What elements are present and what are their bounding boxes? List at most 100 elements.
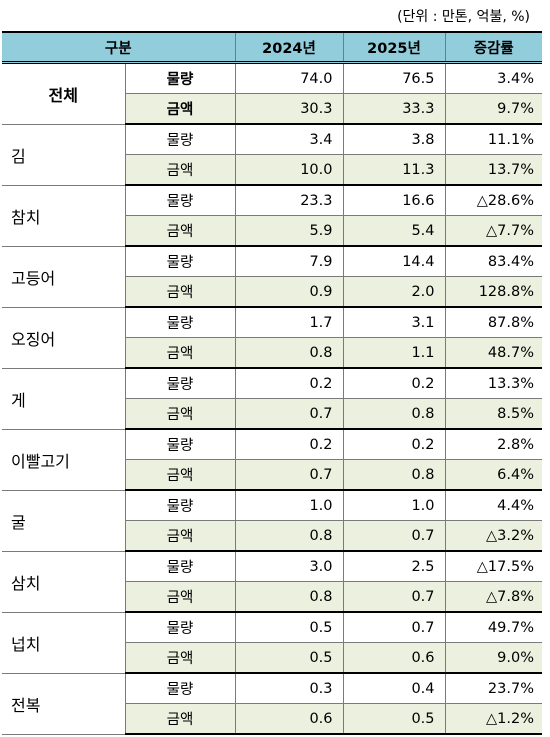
metric-label: 물량: [124, 245, 236, 277]
header-category: 구분: [2, 31, 236, 64]
table-row: 김 물량 3.4 3.8 11.1%: [2, 123, 542, 186]
header-2024: 2024년: [234, 31, 344, 64]
change-rate: 2.8%: [444, 428, 542, 460]
value-2025: 5.4: [342, 215, 446, 247]
metric-label: 금액: [125, 337, 236, 369]
table-row: 금액 0.9 2.0 128.8%: [2, 276, 542, 308]
value-2024: 7.9: [234, 245, 344, 277]
metric-label: 물량: [124, 550, 236, 582]
value-2025: 1.0: [342, 489, 446, 521]
metric-label: 금액: [125, 520, 236, 552]
category-name: 김: [2, 123, 126, 186]
metric-label: 물량: [124, 62, 236, 94]
change-rate: 9.0%: [444, 642, 542, 674]
table-row: 오징어 물량 1.7 3.1 87.8%: [2, 306, 542, 369]
value-2024: 1.7: [234, 306, 344, 338]
category-name: 이빨고기: [2, 428, 126, 491]
table-row: 이빨고기 물량 0.2 0.2 2.8%: [2, 428, 542, 491]
value-2024: 0.9: [234, 276, 344, 308]
value-2024: 0.7: [234, 459, 344, 491]
value-2025: 76.5: [342, 62, 446, 94]
value-2025: 0.2: [342, 367, 446, 399]
value-2025: 0.6: [342, 642, 446, 674]
change-rate: △1.2%: [444, 703, 542, 735]
value-2024: 0.2: [234, 367, 344, 399]
value-2024: 30.3: [234, 93, 344, 125]
table-row: 전복 물량 0.3 0.4 23.7%: [2, 672, 542, 735]
table-row: 전체 물량 74.0 76.5 3.4%: [2, 62, 542, 125]
metric-label: 물량: [124, 428, 236, 460]
table-row: 금액 0.8 0.7 △3.2%: [2, 520, 542, 552]
metric-label: 금액: [125, 581, 236, 613]
table-row: 넙치 물량 0.5 0.7 49.7%: [2, 611, 542, 674]
table-row: 금액 30.3 33.3 9.7%: [2, 93, 542, 125]
change-rate: 11.1%: [444, 123, 542, 155]
metric-label: 금액: [125, 154, 236, 186]
change-rate: 23.7%: [444, 672, 542, 704]
table-row: 굴 물량 1.0 1.0 4.4%: [2, 489, 542, 552]
table-row: 금액 10.0 11.3 13.7%: [2, 154, 542, 186]
header-change: 증감률: [444, 31, 542, 64]
metric-label: 물량: [124, 367, 236, 399]
category-name: 전체: [2, 62, 126, 125]
value-2024: 1.0: [234, 489, 344, 521]
table-row: 금액 5.9 5.4 △7.7%: [2, 215, 542, 247]
value-2025: 0.8: [342, 459, 446, 491]
category-name: 게: [2, 367, 126, 430]
value-2024: 74.0: [234, 62, 344, 94]
change-rate: 87.8%: [444, 306, 542, 338]
value-2024: 3.0: [234, 550, 344, 582]
value-2024: 0.5: [234, 642, 344, 674]
table-row: 금액 0.6 0.5 △1.2%: [2, 703, 542, 735]
value-2025: 16.6: [342, 184, 446, 216]
category-name: 참치: [2, 184, 126, 247]
value-2024: 10.0: [234, 154, 344, 186]
value-2025: 14.4: [342, 245, 446, 277]
table-row: 금액 0.8 1.1 48.7%: [2, 337, 542, 369]
change-rate: 3.4%: [444, 62, 542, 94]
category-name: 고등어: [2, 245, 126, 308]
metric-label: 금액: [125, 398, 236, 430]
value-2024: 0.2: [234, 428, 344, 460]
metric-label: 물량: [124, 306, 236, 338]
value-2024: 3.4: [234, 123, 344, 155]
value-2024: 23.3: [234, 184, 344, 216]
metric-label: 금액: [125, 642, 236, 674]
value-2025: 3.1: [342, 306, 446, 338]
value-2025: 0.4: [342, 672, 446, 704]
value-2025: 0.7: [342, 581, 446, 613]
change-rate: 8.5%: [444, 398, 542, 430]
value-2025: 0.8: [342, 398, 446, 430]
metric-label: 금액: [125, 215, 236, 247]
value-2025: 1.1: [342, 337, 446, 369]
change-rate: △17.5%: [444, 550, 542, 582]
value-2024: 5.9: [234, 215, 344, 247]
change-rate: 9.7%: [444, 93, 542, 125]
value-2024: 0.8: [234, 337, 344, 369]
metric-label: 금액: [125, 459, 236, 491]
category-name: 굴: [2, 489, 126, 552]
metric-label: 물량: [124, 672, 236, 704]
category-name: 넙치: [2, 611, 126, 674]
value-2025: 0.5: [342, 703, 446, 735]
value-2024: 0.6: [234, 703, 344, 735]
table-row: 참치 물량 23.3 16.6 △28.6%: [2, 184, 542, 247]
metric-label: 물량: [124, 489, 236, 521]
value-2025: 2.0: [342, 276, 446, 308]
table-row: 고등어 물량 7.9 14.4 83.4%: [2, 245, 542, 308]
metric-label: 금액: [125, 93, 236, 125]
change-rate: △7.8%: [444, 581, 542, 613]
value-2025: 0.2: [342, 428, 446, 460]
export-statistics-table: 구분 2024년 2025년 증감률 전체 물량 74.0 76.5 3.4% 금액 30.…: [2, 31, 542, 735]
change-rate: 83.4%: [444, 245, 542, 277]
value-2025: 33.3: [342, 93, 446, 125]
value-2025: 0.7: [342, 520, 446, 552]
change-rate: 4.4%: [444, 489, 542, 521]
change-rate: 6.4%: [444, 459, 542, 491]
metric-label: 금액: [125, 703, 236, 735]
value-2024: 0.5: [234, 611, 344, 643]
metric-label: 금액: [125, 276, 236, 308]
table-row: 금액 0.8 0.7 △7.8%: [2, 581, 542, 613]
header-2025: 2025년: [342, 31, 446, 64]
value-2025: 0.7: [342, 611, 446, 643]
